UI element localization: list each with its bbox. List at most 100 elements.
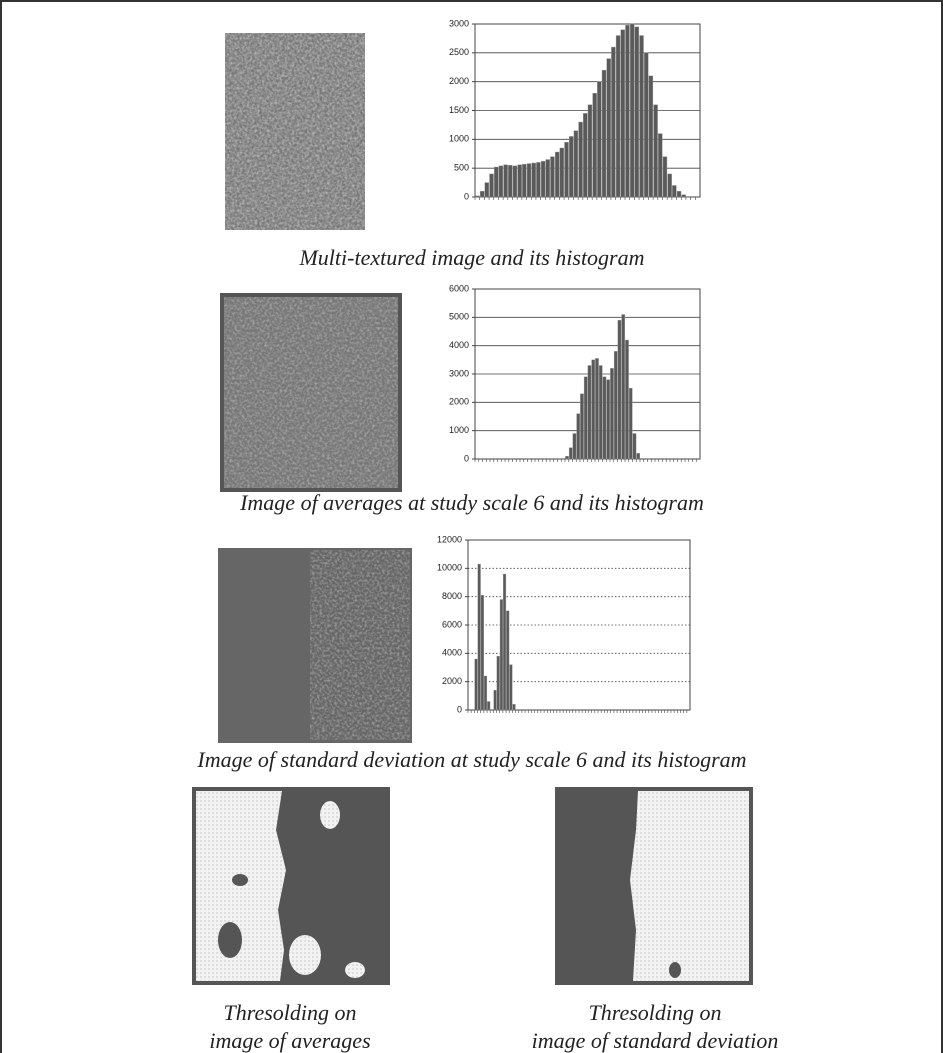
bar	[658, 134, 662, 197]
bar	[485, 183, 489, 197]
bar	[610, 368, 613, 459]
bar	[621, 30, 625, 197]
bar	[494, 690, 497, 710]
y-tick-label: 2000	[449, 397, 469, 407]
bar	[508, 165, 512, 197]
threshold-averages-image	[192, 787, 390, 985]
bar	[603, 377, 606, 459]
bar	[630, 24, 634, 197]
caption: image of averages	[209, 1028, 370, 1053]
bar	[637, 453, 640, 459]
bar	[503, 574, 506, 710]
frame	[1, 1, 942, 1053]
bar	[522, 164, 526, 197]
bar	[475, 659, 478, 710]
bar	[635, 27, 639, 197]
bar	[584, 377, 587, 459]
bar	[579, 122, 583, 197]
caption: Multi-textured image and its histogram	[298, 245, 644, 270]
bar	[629, 388, 632, 459]
bar	[622, 315, 625, 460]
bar	[625, 340, 628, 459]
y-tick-label: 4000	[449, 340, 469, 350]
bar	[595, 358, 598, 459]
caption: image of standard deviation	[532, 1028, 779, 1053]
y-tick-label: 5000	[449, 312, 469, 322]
y-tick-label: 0	[464, 191, 469, 201]
y-tick-label: 4000	[442, 648, 462, 658]
y-tick-label: 10000	[437, 563, 462, 573]
y-tick-label: 500	[454, 163, 469, 173]
bar	[686, 196, 690, 197]
bar	[518, 165, 522, 197]
bar	[640, 36, 644, 197]
bar	[644, 53, 648, 197]
y-tick-label: 3000	[449, 18, 469, 28]
bar	[625, 25, 629, 197]
y-tick-label: 0	[457, 704, 462, 714]
y-tick-label: 3000	[449, 368, 469, 378]
y-tick-label: 1000	[449, 134, 469, 144]
bar	[499, 166, 503, 197]
bar	[532, 163, 536, 197]
bar	[588, 366, 591, 460]
caption: Thresolding on	[223, 1000, 356, 1025]
caption: Image of averages at study scale 6 and i…	[239, 490, 704, 515]
bar	[569, 448, 572, 459]
bar	[668, 174, 672, 197]
bar	[481, 595, 484, 710]
bar	[546, 160, 550, 197]
bar	[569, 136, 573, 197]
y-tick-label: 2500	[449, 47, 469, 57]
y-tick-label: 1500	[449, 105, 469, 115]
bar	[573, 434, 576, 460]
bar	[593, 93, 597, 197]
y-tick-label: 6000	[442, 619, 462, 629]
bar	[541, 161, 545, 197]
bar	[506, 611, 509, 710]
bar	[599, 366, 602, 460]
bar	[597, 82, 601, 197]
bar	[577, 414, 580, 459]
bar	[490, 174, 494, 197]
bar	[663, 157, 667, 197]
bar	[614, 351, 617, 459]
bar	[672, 185, 676, 197]
bar	[607, 380, 610, 459]
bar	[592, 360, 595, 459]
y-tick-label: 8000	[442, 591, 462, 601]
bar	[550, 157, 554, 197]
y-tick-label: 12000	[437, 534, 462, 544]
bar	[555, 152, 559, 197]
bar	[497, 656, 500, 710]
bar	[500, 600, 503, 711]
caption: Thresolding on	[588, 1000, 721, 1025]
bar	[611, 47, 615, 197]
bar	[494, 167, 498, 197]
bar	[607, 59, 611, 197]
bar	[633, 434, 636, 460]
bar	[475, 196, 479, 197]
bar	[677, 191, 681, 197]
bar	[649, 76, 653, 197]
y-tick-label: 1000	[449, 425, 469, 435]
bar	[536, 162, 540, 197]
threshold-std-image	[555, 787, 753, 985]
averages-image	[222, 295, 400, 490]
y-tick-label: 0	[464, 453, 469, 463]
bar	[565, 456, 568, 459]
bar	[588, 105, 592, 197]
bar	[560, 148, 564, 197]
bar	[682, 195, 686, 197]
bar	[478, 564, 481, 710]
bar	[484, 676, 487, 710]
bar	[487, 702, 490, 711]
bar	[527, 164, 531, 197]
bar	[513, 704, 516, 710]
y-tick-label: 6000	[449, 283, 469, 293]
bar	[510, 665, 513, 710]
bar	[618, 320, 621, 459]
bar	[504, 165, 508, 197]
std-image	[218, 548, 412, 743]
bar	[565, 142, 569, 197]
